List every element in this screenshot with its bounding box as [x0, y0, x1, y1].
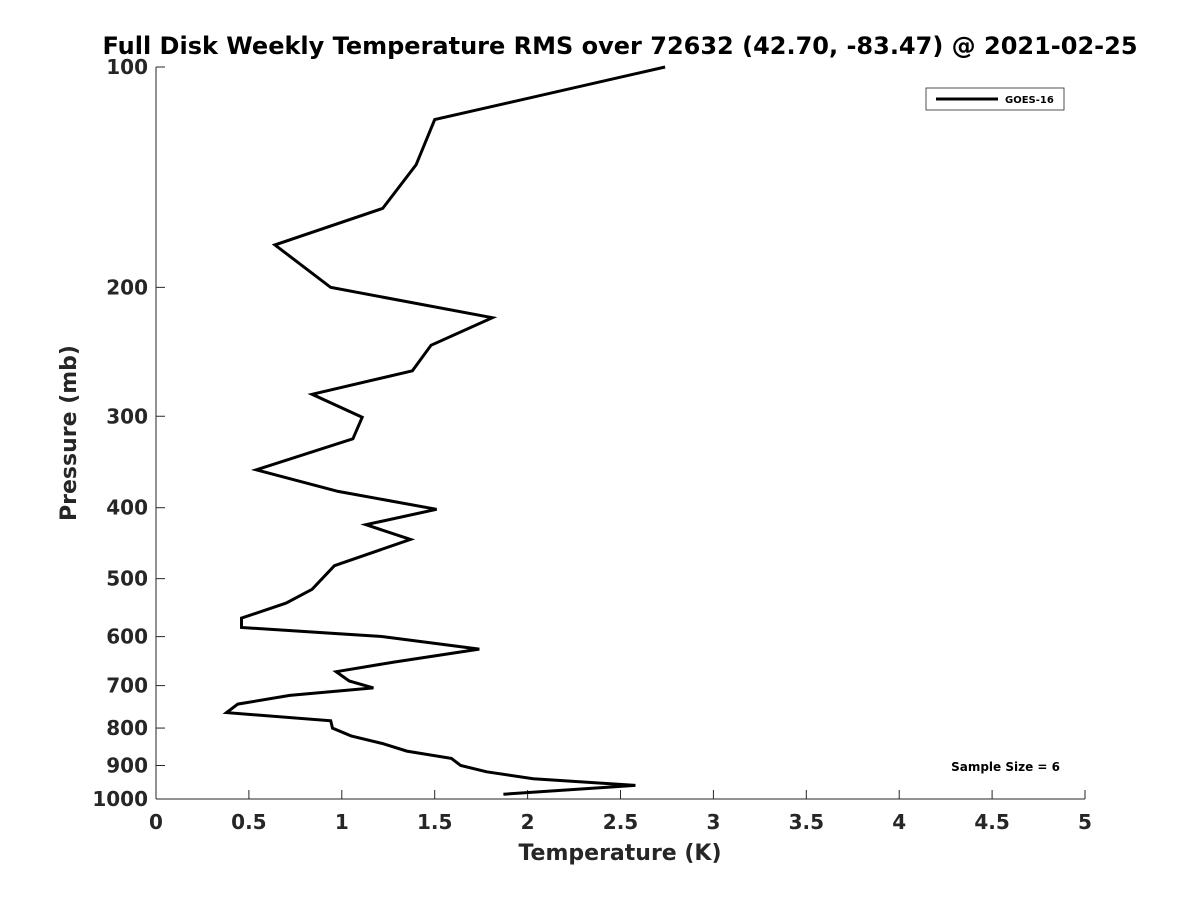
plot-area: 0 0.5 1 1.5 2 2.5 3 3.5 4 4.5 5 100 200 300 400 500 600…	[92, 55, 1092, 834]
legend-label-goes-16: GOES-16	[1005, 95, 1054, 106]
chart-title: Full Disk Weekly Temperature RMS over 72…	[102, 32, 1137, 60]
x-axis-ticks: 0 0.5 1 1.5 2 2.5 3 3.5 4 4.5 5	[149, 790, 1092, 834]
x-tick-label: 4	[892, 810, 906, 834]
y-tick-label: 400	[106, 496, 148, 520]
x-tick-label: 1	[335, 810, 349, 834]
x-tick-label: 0.5	[231, 810, 266, 834]
plot-background	[156, 67, 1085, 799]
series-layer	[222, 65, 666, 796]
x-tick-label: 0	[149, 810, 163, 834]
y-tick-label: 1000	[92, 787, 148, 811]
y-axis-label: Pressure (mb)	[57, 345, 82, 521]
x-tick-label: 4.5	[974, 810, 1009, 834]
x-tick-label: 5	[1078, 810, 1092, 834]
y-tick-label: 800	[106, 716, 148, 740]
legend: GOES-16	[925, 87, 1065, 111]
x-tick-label: 1.5	[417, 810, 452, 834]
x-axis-label: Temperature (K)	[518, 841, 721, 866]
y-tick-label: 200	[106, 275, 148, 299]
x-tick-label: 2.5	[603, 810, 638, 834]
y-tick-label: 700	[106, 674, 148, 698]
x-tick-label: 2	[521, 810, 535, 834]
sample-size-annotation: Sample Size = 6	[951, 760, 1060, 774]
y-tick-label: 300	[106, 404, 148, 428]
x-tick-label: 3.5	[789, 810, 824, 834]
y-tick-label: 100	[106, 55, 148, 79]
x-tick-label: 3	[706, 810, 720, 834]
y-tick-label: 900	[106, 754, 148, 778]
y-tick-label: 600	[106, 625, 148, 649]
series-line-goes-16	[222, 65, 666, 796]
y-tick-label: 500	[106, 567, 148, 591]
y-axis-ticks: 100 200 300 400 500 600 700 800 900 1000	[92, 55, 165, 811]
